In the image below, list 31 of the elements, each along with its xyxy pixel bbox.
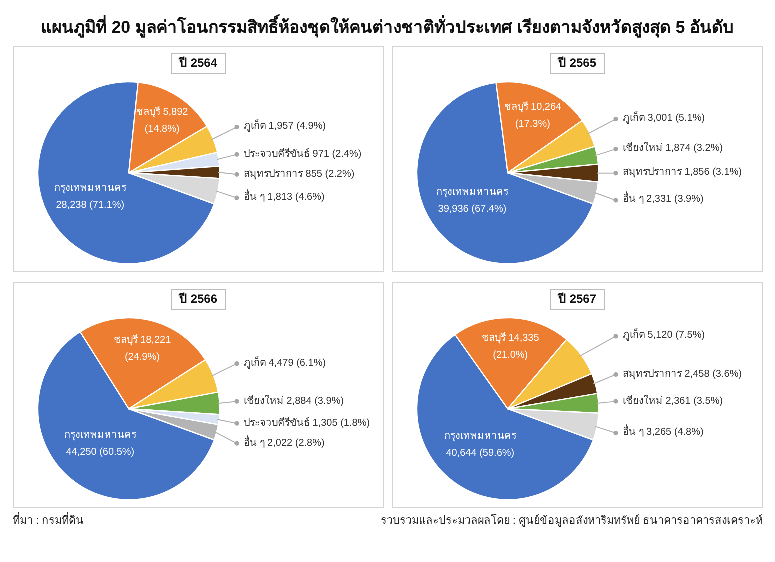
slice-label: ประจวบคีรีขันธ์ 971 (2.4%) xyxy=(244,147,362,162)
slice-label: ภูเก็ต 4,479 (6.1%) xyxy=(244,355,326,371)
slice-label: กรุงเทพมหานคร 40,644 (59.6%) xyxy=(443,430,518,462)
slice-label: ชลบุรี 14,335 (21.0%) xyxy=(480,332,540,364)
annotation: ที่มา : กรมที่ดิน xyxy=(13,512,84,530)
slice-label: กรุงเทพมหานคร 44,250 (60.5%) xyxy=(63,429,138,460)
slice-label: เชียงใหม่ 1,874 (3.2%) xyxy=(623,141,724,156)
title: แผนภูมิที่ 20 มูลค่าโอนกรรมสิทธิ์ห้องชุดให้คนต่างชาติทั่วประเทศ เรียงตามจังหวัดสูงสุด 5 อันดับ xyxy=(0,15,775,41)
annotation: รวบรวมและประมวลผลโดย : ศูนย์ข้อมูลอสังหาริมทรัพย์ ธนาคารอาคารสงเคราะห์ xyxy=(380,513,763,529)
chart-title: ปี 2565 xyxy=(550,53,605,74)
slice-label: ภูเก็ต 1,957 (4.9%) xyxy=(244,118,326,134)
slice-label: อื่น ๆ 2,022 (2.8%) xyxy=(244,434,325,451)
slice-label: อื่น ๆ 2,331 (3.9%) xyxy=(623,191,704,210)
slice-label: ชลบุรี 5,892 (14.8%) xyxy=(135,106,190,137)
slice-label: ประจวบคีรีขันธ์ 1,305 (1.8%) xyxy=(244,416,370,431)
slice-label: ชลบุรี 10,264 (17.3%) xyxy=(503,100,563,132)
slice-label: สมุทรปราการ 855 (2.2%) xyxy=(244,168,355,182)
slice-label: กรุงเทพมหานคร 39,936 (67.4%) xyxy=(435,186,510,218)
slice-label: ชลบุรี 18,221 (24.9%) xyxy=(112,334,172,365)
chart-title: ปี 2567 xyxy=(550,289,605,310)
slice-label: ภูเก็ต 3,001 (5.1%) xyxy=(623,110,706,126)
slice-label: กรุงเทพมหานคร 28,238 (71.1%) xyxy=(53,182,128,214)
slice-label: เชียงใหม่ 2,884 (3.9%) xyxy=(244,394,344,409)
slice-label: อื่น ๆ 1,813 (4.6%) xyxy=(244,189,325,208)
chart-title: ปี 2564 xyxy=(171,53,226,74)
slice-label: เชียงใหม่ 2,361 (3.5%) xyxy=(623,394,724,409)
slice-label: อื่น ๆ 3,265 (4.8%) xyxy=(623,424,704,442)
slice-label: สมุทรปราการ 1,856 (3.1%) xyxy=(623,166,742,180)
slice-label: สมุทรปราการ 2,458 (3.6%) xyxy=(623,368,742,382)
slice-label: ภูเก็ต 5,120 (7.5%) xyxy=(623,327,706,344)
chart-title: ปี 2566 xyxy=(171,289,226,310)
